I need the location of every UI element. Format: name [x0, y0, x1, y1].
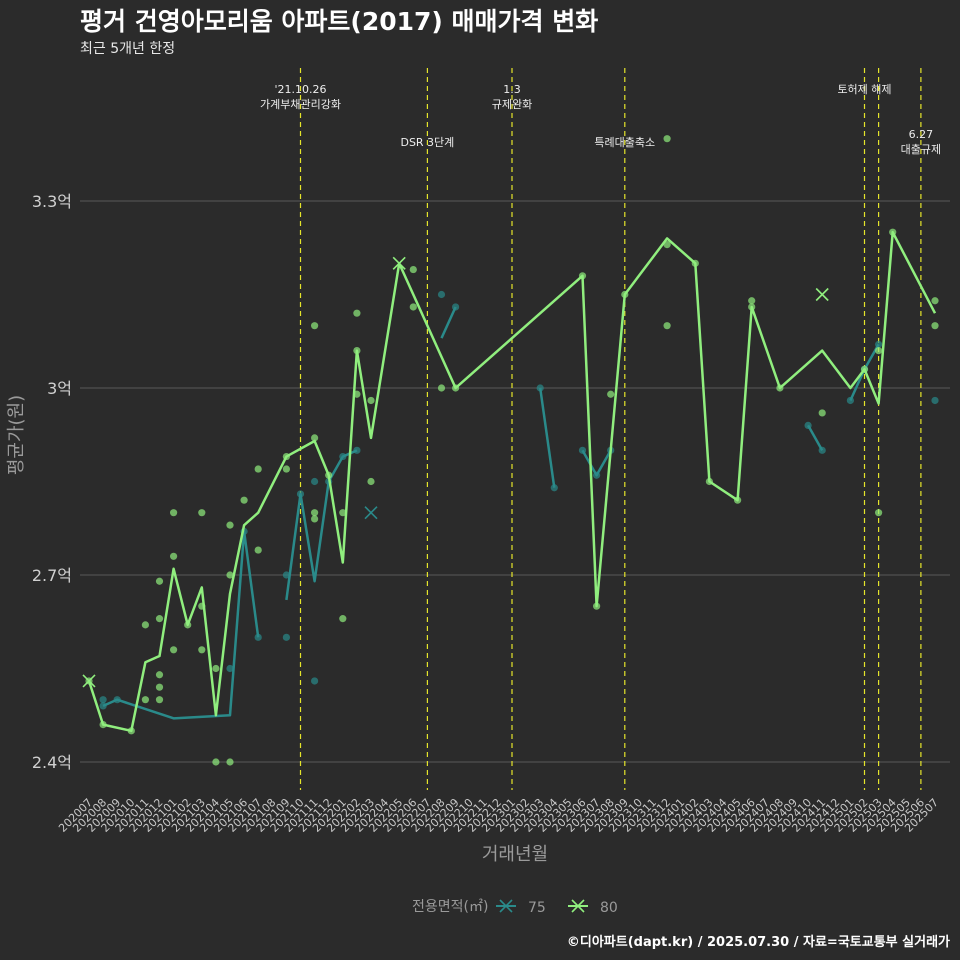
data-point — [226, 758, 234, 766]
data-point — [875, 509, 883, 517]
event-label: 규제완화 — [492, 98, 532, 111]
data-point — [254, 633, 262, 641]
legend-label: 80 — [600, 900, 618, 916]
series-line — [440, 306, 457, 339]
data-point — [311, 677, 319, 685]
chart-title: 평거 건영아모리움 아파트(2017) 매매가격 변화 — [80, 7, 599, 36]
data-point — [550, 484, 558, 492]
data-point — [282, 571, 290, 579]
data-point — [212, 758, 220, 766]
cross-marker — [82, 674, 96, 688]
legend-title: 전용면적(㎡) — [412, 899, 488, 915]
data-point — [198, 509, 206, 517]
chart-caption: ©디아파트(dapt.kr) / 2025.07.30 / 자료=국토교통부 실… — [566, 935, 950, 950]
data-point — [663, 322, 671, 330]
chart-subtitle: 최근 5개년 한정 — [80, 41, 176, 57]
legend-cross — [571, 899, 585, 913]
event-label: 1.3 — [503, 83, 521, 96]
series-80 — [82, 135, 939, 766]
data-point — [437, 290, 446, 299]
legend-cross — [499, 899, 513, 913]
legend: 75 80 — [496, 899, 618, 916]
y-axis-title: 평균가(원) — [6, 395, 27, 475]
y-tick-label: 2.4억 — [32, 753, 72, 772]
data-point — [155, 683, 164, 691]
series-line — [581, 449, 612, 477]
cross-marker — [364, 506, 378, 520]
event-label: 대출규제 — [901, 143, 941, 156]
legend-item-75: 75 — [496, 899, 546, 916]
data-point — [226, 664, 234, 673]
data-point — [155, 577, 164, 585]
data-point — [240, 496, 248, 504]
event-label: '21.10.26 — [274, 83, 326, 96]
cross-stroke — [392, 256, 406, 270]
data-point — [254, 465, 262, 473]
event-label: 가계부채관리강화 — [260, 98, 341, 111]
data-point — [311, 515, 319, 523]
data-point — [931, 396, 939, 405]
data-point — [212, 664, 220, 673]
legend-item-80: 80 — [568, 899, 618, 916]
data-point — [311, 509, 319, 517]
data-point — [226, 571, 234, 579]
data-point — [155, 696, 164, 704]
data-point — [198, 646, 206, 654]
data-point — [367, 477, 375, 486]
data-point — [875, 347, 883, 355]
series-line — [87, 230, 937, 733]
data-point — [339, 615, 347, 623]
data-point — [170, 552, 178, 560]
data-point — [155, 615, 164, 623]
event-label: 토허제 해제 — [837, 82, 891, 96]
data-point — [607, 390, 615, 398]
data-point — [409, 303, 417, 311]
series-line — [538, 387, 556, 488]
data-point — [99, 696, 107, 704]
cross-stroke — [815, 287, 829, 302]
series-75 — [99, 290, 939, 720]
data-point — [311, 322, 319, 330]
data-point — [931, 322, 939, 330]
data-point — [663, 135, 671, 143]
cross-stroke — [364, 506, 378, 520]
series-line — [285, 449, 358, 601]
data-point — [311, 477, 319, 486]
data-point — [931, 297, 939, 305]
data-point — [818, 409, 826, 417]
data-point — [141, 621, 149, 629]
data-point — [367, 396, 375, 405]
legend-label: 75 — [528, 900, 546, 916]
event-label: DSR 3단계 — [400, 136, 454, 149]
y-tick-label: 3억 — [47, 379, 72, 398]
data-point — [437, 384, 446, 392]
data-point — [409, 265, 417, 274]
data-point — [155, 671, 164, 679]
data-point — [170, 509, 178, 517]
event-label: 6.27 — [909, 128, 934, 141]
y-tick-label: 2.7억 — [32, 566, 72, 585]
data-point — [311, 434, 319, 442]
series-line — [807, 424, 824, 451]
event-label: 특례대출축소 — [594, 136, 655, 149]
series-line — [102, 530, 260, 720]
data-point — [282, 465, 290, 473]
data-point — [141, 696, 149, 704]
cross-stroke — [82, 674, 96, 688]
data-point — [339, 509, 347, 517]
data-point — [748, 297, 756, 305]
y-tick-label: 3.3억 — [32, 192, 72, 211]
cross-marker — [815, 287, 829, 302]
cross-marker — [392, 256, 406, 270]
data-point — [226, 521, 234, 529]
data-point — [254, 546, 262, 554]
data-point — [170, 646, 178, 654]
data-point — [282, 633, 290, 641]
x-axis-title: 거래년월 — [482, 844, 548, 865]
data-point — [353, 309, 361, 317]
